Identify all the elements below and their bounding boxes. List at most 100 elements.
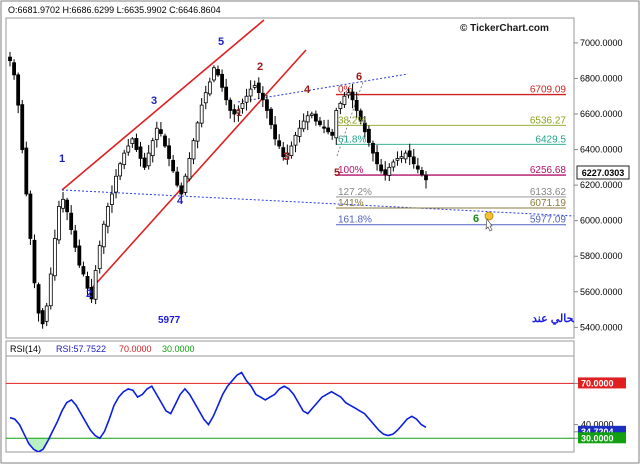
wave-label-target-6: 6 — [473, 213, 479, 225]
wave-labels: 1 2 3 4 5 1 2 3 4 5 6 6 — [59, 36, 479, 300]
wave-label-sub-6: 6 — [356, 71, 362, 83]
fib-levels — [336, 93, 566, 226]
wave-label-sub-1: 1 — [236, 107, 242, 119]
candle-body — [301, 120, 306, 130]
candle-body — [265, 99, 269, 111]
fib-value-label: 6536.27 — [530, 115, 567, 126]
wave-label-sub-4: 4 — [304, 84, 311, 96]
fib-value-label: 6133.62 — [530, 187, 567, 198]
rsi-tick-badge — [578, 377, 626, 389]
candle-body — [424, 174, 428, 181]
wave-label-1: 1 — [59, 153, 65, 165]
candle-body — [232, 109, 237, 115]
wave-label-sub-3: 3 — [283, 151, 289, 163]
candle-body — [159, 129, 163, 134]
candle-body — [322, 126, 326, 129]
channel-lower-line — [91, 49, 307, 289]
rsi-tick-label: 70.0000 — [581, 378, 614, 388]
candle-body — [20, 104, 25, 150]
candle-body — [371, 142, 375, 154]
candle-body — [354, 100, 359, 111]
candle-body — [16, 74, 21, 106]
candle-body — [150, 140, 155, 157]
candle-body — [126, 145, 131, 153]
candle-body — [12, 62, 16, 76]
candle-body — [48, 273, 53, 307]
price-tick-label: 6200.0000 — [580, 180, 623, 190]
candle-body — [138, 146, 143, 159]
candle-body — [305, 115, 310, 123]
price-tick-label: 6800.0000 — [580, 73, 623, 83]
candle-body — [248, 88, 253, 97]
candle-body — [297, 127, 302, 137]
candle-body — [199, 104, 204, 124]
wave-trendline — [237, 73, 409, 103]
rsi-tick-badge — [578, 432, 626, 444]
candle-body — [122, 152, 127, 165]
candle-body — [142, 157, 147, 168]
candle-body — [228, 99, 233, 111]
candle-body — [216, 69, 220, 76]
candle-body — [101, 223, 106, 248]
candle-body — [69, 212, 74, 230]
fib-pct-label: 61.8% — [338, 134, 366, 145]
rsi-panel — [5, 355, 575, 453]
candle-body — [167, 145, 171, 159]
fib-value-label: 6709.09 — [530, 85, 567, 96]
candle-body — [24, 147, 29, 195]
wave-label-3: 3 — [151, 95, 157, 107]
rsi-title: RSI(14) — [10, 344, 41, 354]
candle-body — [224, 86, 229, 101]
wave-label-5: 5 — [218, 36, 224, 48]
fib-pct-label: 38.2% — [338, 115, 366, 126]
candle-body — [89, 287, 94, 300]
last-price-label: 6227.0303 — [582, 168, 625, 178]
candle-body — [195, 122, 200, 142]
price-tick-label: 6000.0000 — [580, 216, 623, 226]
rsi-upper-readout: 70.0000 — [119, 344, 152, 354]
candle-body — [212, 67, 216, 81]
rsi-readout: RSI:57.7522 — [56, 344, 106, 354]
wave-label-sub-5: 5 — [334, 167, 340, 179]
candle-body — [28, 193, 33, 239]
channel-upper-line — [61, 19, 265, 191]
fib-value-label: 6071.19 — [530, 198, 567, 209]
candle-body — [420, 170, 424, 175]
target-star-icon — [484, 211, 494, 232]
candle-body — [244, 95, 249, 103]
candle-body — [362, 122, 367, 133]
candle-body — [387, 166, 392, 176]
candle-body — [81, 266, 86, 275]
candle-body — [57, 206, 61, 241]
fib-pct-label: 141% — [338, 198, 364, 209]
candle-body — [40, 310, 45, 325]
candle-body — [114, 175, 118, 193]
annotation-target: 5977 — [158, 315, 181, 326]
candle-body — [97, 245, 102, 270]
candle-body — [358, 110, 363, 122]
candle-body — [289, 145, 294, 156]
price-tick-label: 5400.0000 — [580, 322, 623, 332]
candle-body — [163, 135, 167, 147]
fib-pct-label: 127.2% — [338, 187, 372, 198]
rsi-tick-label: 40.0000 — [581, 420, 614, 430]
wave-label-4: 4 — [177, 195, 184, 207]
fib-value-label: 6429.5 — [535, 134, 566, 145]
candle-body — [61, 198, 65, 209]
candle-body — [236, 110, 241, 114]
candle-body — [134, 138, 139, 150]
candle-body — [32, 239, 37, 284]
candle-body — [309, 113, 314, 116]
fib-pct-label: 0% — [338, 85, 353, 96]
candle-body — [187, 158, 192, 180]
candle-body — [318, 120, 322, 126]
price-axis: 7000.0000 6800.0000 6600.0000 6400.0000 6200… — [574, 38, 623, 332]
candle-body — [77, 245, 82, 266]
ohlc-readout: O:6681.9702 H:6686.6299 L:6635.9902 C:66… — [8, 5, 221, 15]
candle-body — [203, 92, 208, 104]
candle-body — [179, 185, 184, 195]
candle-body — [293, 134, 298, 146]
candle-body — [93, 270, 98, 300]
